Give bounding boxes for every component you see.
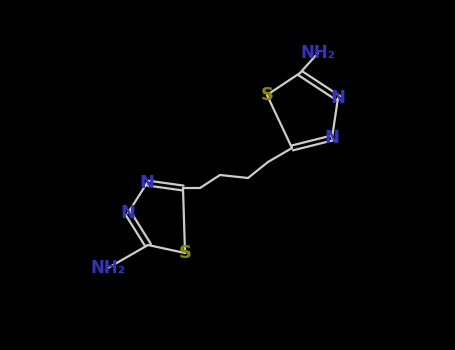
Text: N: N — [324, 129, 339, 147]
Text: N: N — [330, 89, 345, 107]
Text: S: S — [178, 244, 192, 262]
Text: S: S — [261, 86, 273, 104]
Text: N: N — [121, 204, 136, 222]
Text: NH₂: NH₂ — [300, 44, 335, 62]
Text: NH₂: NH₂ — [91, 259, 126, 277]
Text: N: N — [140, 174, 155, 192]
